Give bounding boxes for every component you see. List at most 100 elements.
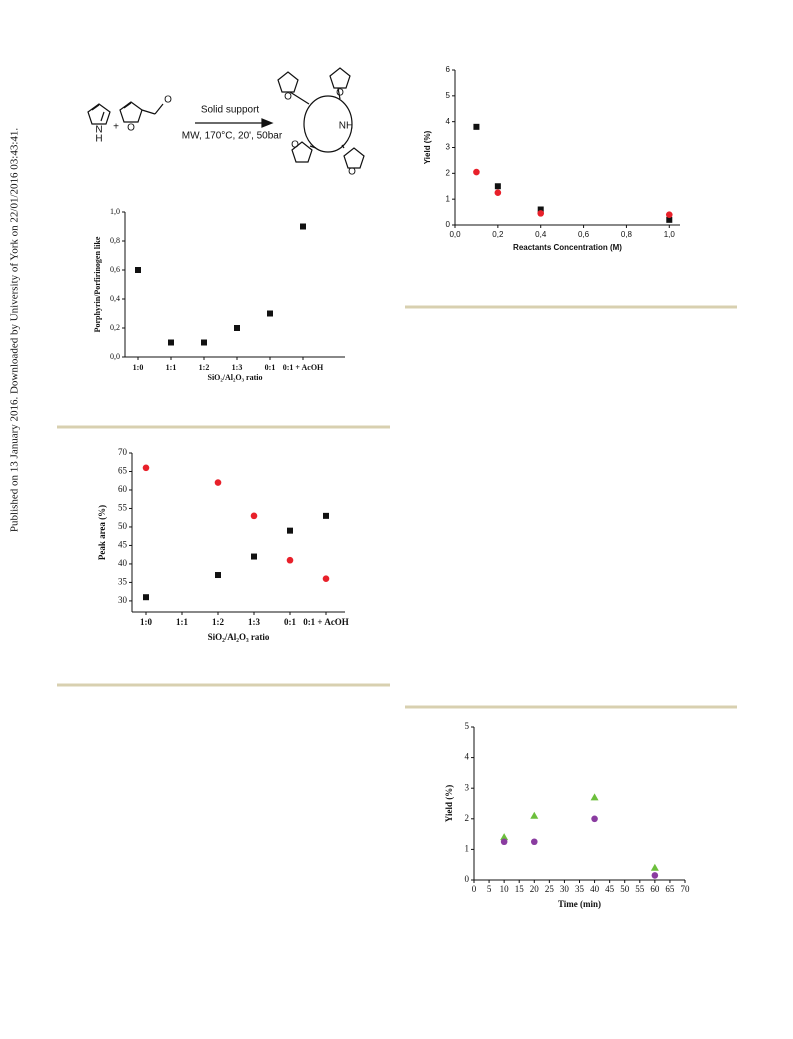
bond <box>154 103 164 115</box>
furan-ring <box>329 67 351 89</box>
y-tick-label: 60 <box>118 484 128 494</box>
data-point <box>530 811 539 819</box>
y-tick-label: 1 <box>446 194 451 203</box>
atom-label: O <box>336 88 344 99</box>
x-axis-label: Time (min) <box>558 899 601 909</box>
data-point <box>287 527 293 534</box>
x-tick-label: 20 <box>530 884 540 894</box>
x-tick-label: 0:1 <box>265 363 276 372</box>
x-tick-label: 1:2 <box>212 617 224 627</box>
x-tick-label: 1:1 <box>166 363 177 372</box>
data-point <box>665 211 673 218</box>
bond <box>289 91 310 105</box>
data-point <box>250 512 258 520</box>
atom-label: O <box>291 140 299 151</box>
x-tick-label: 0 <box>472 884 477 894</box>
data-point <box>591 815 598 823</box>
data-point <box>286 556 294 564</box>
furan-ring <box>119 101 143 123</box>
y-tick-label: 30 <box>118 595 128 605</box>
data-point <box>135 267 141 273</box>
y-tick-label: 0,6 <box>110 265 120 274</box>
plus: + <box>113 122 119 133</box>
x-tick-label: 60 <box>650 884 660 894</box>
bond <box>341 144 345 149</box>
data-point <box>300 223 306 230</box>
x-tick-label: 1:3 <box>232 363 243 372</box>
x-tick-label: 1:3 <box>248 617 260 627</box>
data-point <box>500 833 509 841</box>
y-tick-label: 0 <box>446 220 451 229</box>
y-tick-label: 4 <box>446 117 451 126</box>
data-point <box>201 339 207 346</box>
atom-label: O <box>348 167 356 178</box>
y-tick-label: 2 <box>465 813 470 823</box>
data-point <box>251 553 257 560</box>
y-tick-label: 35 <box>118 576 128 586</box>
data-point <box>322 575 330 583</box>
y-tick-label: 0,4 <box>110 294 120 303</box>
y-tick-label: 0,2 <box>110 323 120 332</box>
y-tick-label: 4 <box>465 752 470 762</box>
x-tick-label: 1,0 <box>664 230 676 239</box>
furan-ring <box>291 141 313 163</box>
x-tick-label: 1:0 <box>133 363 144 372</box>
x-tick-label: 0:1 + AcOH <box>303 617 349 627</box>
arrow-head <box>261 118 274 128</box>
data-point <box>267 310 273 317</box>
x-tick-label: 55 <box>635 884 645 894</box>
x-tick-label: 1:1 <box>176 617 188 627</box>
data-point <box>473 168 480 176</box>
x-tick-label: 50 <box>620 884 630 894</box>
x-tick-label: 0,8 <box>621 230 633 239</box>
x-tick-label: 0,0 <box>449 230 461 239</box>
y-tick-label: 5 <box>446 91 451 100</box>
data-point <box>215 572 221 579</box>
bond <box>100 111 105 122</box>
x-tick-label: 0,6 <box>578 230 590 239</box>
bond <box>337 87 341 100</box>
y-tick-label: 65 <box>118 466 128 476</box>
y-tick-label: 3 <box>465 782 470 792</box>
x-tick-label: 70 <box>681 884 691 894</box>
x-tick-label: 40 <box>590 884 600 894</box>
x-tick-label: 0:1 + AcOH <box>283 363 324 372</box>
y-tick-label: 3 <box>446 143 451 152</box>
y-tick-label: 6 <box>446 65 451 74</box>
data-point <box>473 123 480 130</box>
bond <box>141 109 156 115</box>
data-point <box>537 206 544 213</box>
x-axis-label: SiO₂/Al₂O₃ ratio <box>208 373 263 382</box>
bond <box>309 145 317 149</box>
atom-label: O <box>127 123 135 134</box>
x-tick-label: 0,4 <box>535 230 547 239</box>
x-tick-label: 0,2 <box>492 230 504 239</box>
x-tick-label: 45 <box>605 884 615 894</box>
data-point <box>142 464 150 472</box>
x-tick-label: 1:0 <box>140 617 152 627</box>
furan-ring <box>277 71 299 93</box>
y-tick-label: 40 <box>118 558 128 568</box>
x-tick-label: 1:2 <box>199 363 210 372</box>
y-tick-label: 1,0 <box>110 207 120 216</box>
data-point <box>651 872 659 879</box>
data-point <box>500 838 508 846</box>
y-tick-label: 0,8 <box>110 236 120 245</box>
data-point <box>494 183 501 190</box>
side-note: Published on 13 January 2016. Downloaded… <box>9 128 21 532</box>
data-point <box>323 512 329 519</box>
bond <box>123 102 132 109</box>
data-point <box>494 189 502 197</box>
data-point <box>530 838 538 846</box>
x-tick-label: 30 <box>560 884 570 894</box>
data-point <box>234 325 240 331</box>
x-tick-label: 0:1 <box>284 617 296 627</box>
x-tick-label: 25 <box>545 884 555 894</box>
y-tick-label: 55 <box>118 503 128 513</box>
atom-label: O <box>164 95 172 106</box>
data-point <box>214 479 222 486</box>
atom-label: H <box>95 134 102 145</box>
bond <box>91 104 100 111</box>
